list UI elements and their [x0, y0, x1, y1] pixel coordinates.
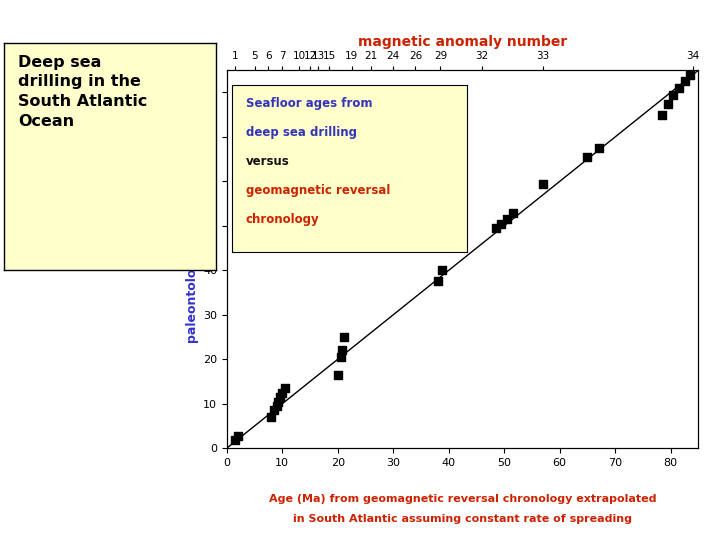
- Text: Age (Ma) from geomagnetic reversal chronology extrapolated: Age (Ma) from geomagnetic reversal chron…: [269, 494, 657, 504]
- Point: [667, 90, 679, 99]
- Point: [582, 153, 593, 161]
- Point: [276, 388, 288, 397]
- Point: [495, 219, 507, 228]
- Point: [338, 333, 350, 341]
- Point: [684, 70, 696, 79]
- Y-axis label: paleontological age, Ma: paleontological age, Ma: [186, 176, 199, 343]
- Point: [266, 413, 277, 421]
- Text: in South Atlantic assuming constant rate of spreading: in South Atlantic assuming constant rate…: [294, 514, 632, 524]
- Point: [271, 402, 282, 410]
- Point: [432, 277, 444, 286]
- Point: [507, 208, 518, 217]
- Point: [274, 393, 286, 401]
- Point: [230, 436, 241, 444]
- Point: [501, 215, 513, 224]
- Point: [673, 84, 685, 92]
- X-axis label: magnetic anomaly number: magnetic anomaly number: [358, 35, 567, 49]
- Text: Deep sea
drilling in the
South Atlantic
Ocean: Deep sea drilling in the South Atlantic …: [19, 55, 148, 129]
- Point: [490, 224, 502, 232]
- Point: [662, 99, 674, 108]
- Point: [232, 431, 243, 440]
- Point: [593, 144, 604, 152]
- Point: [335, 353, 346, 361]
- Point: [269, 406, 280, 415]
- Point: [279, 384, 290, 393]
- Point: [436, 266, 448, 275]
- Point: [537, 179, 549, 188]
- Point: [657, 110, 668, 119]
- Point: [332, 370, 343, 379]
- Point: [336, 346, 348, 355]
- Point: [273, 397, 284, 406]
- Point: [679, 77, 690, 86]
